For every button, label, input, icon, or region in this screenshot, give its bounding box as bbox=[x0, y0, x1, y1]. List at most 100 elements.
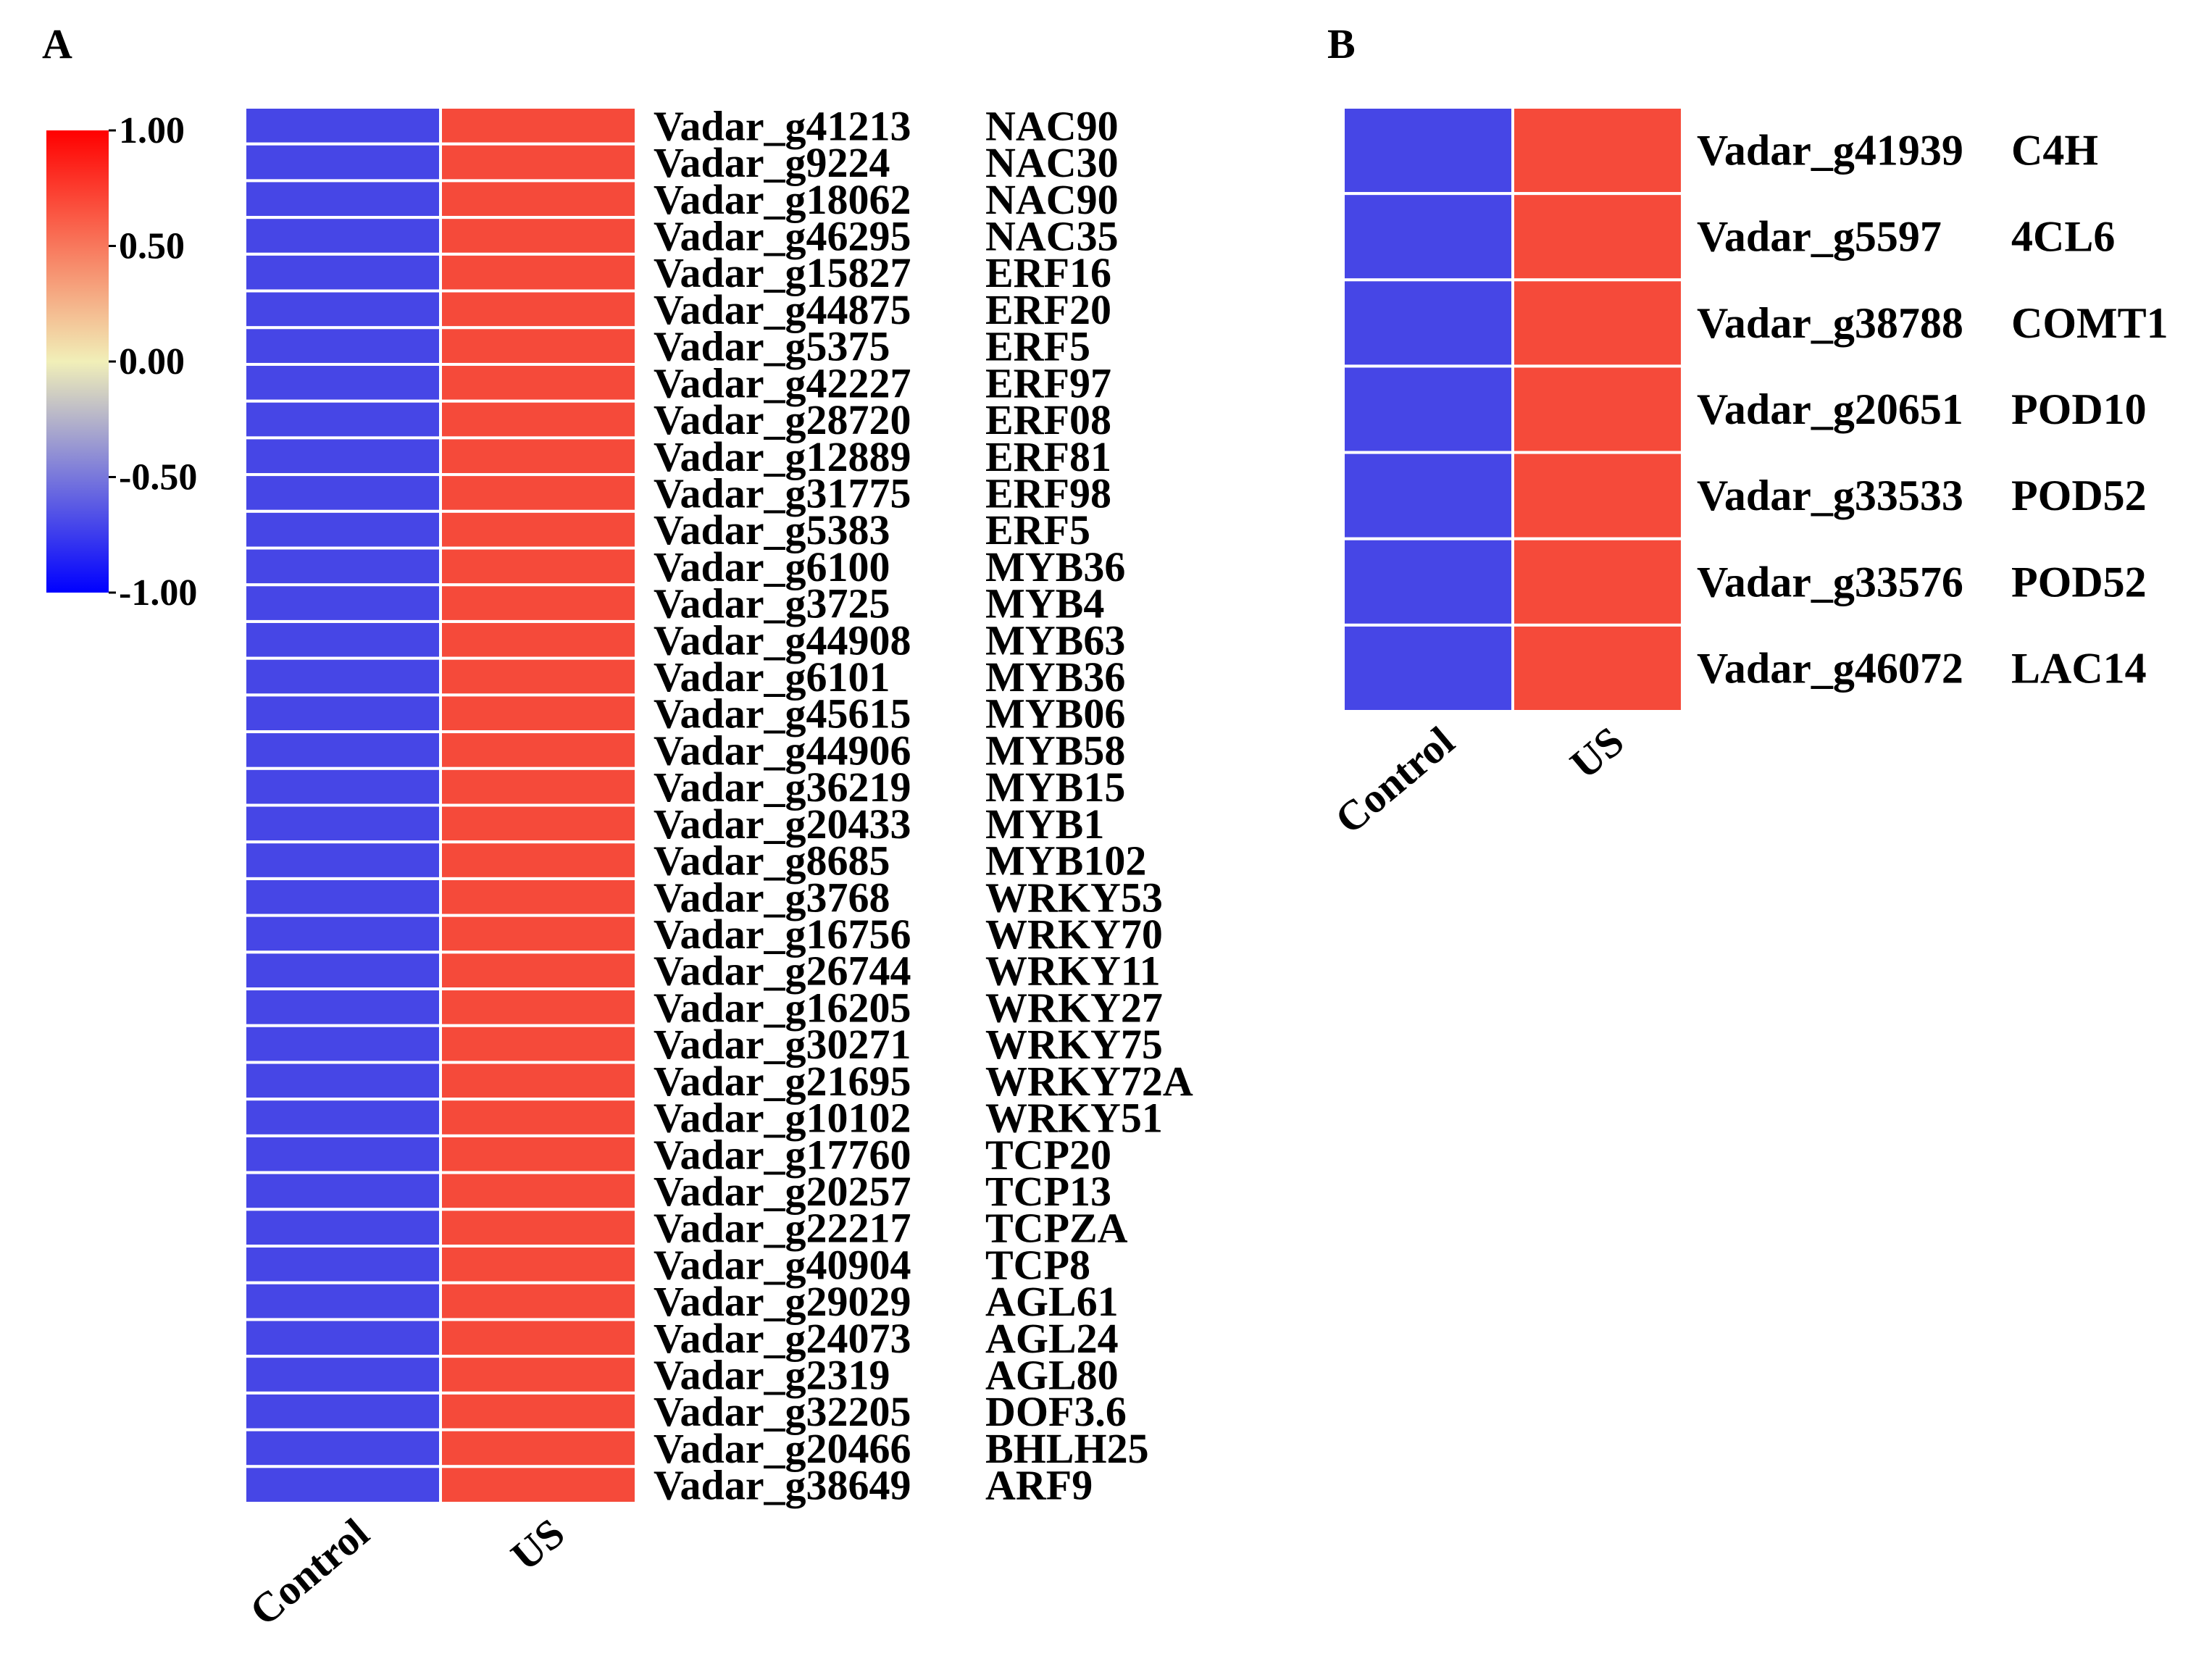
heatmap-cell bbox=[439, 326, 638, 366]
heatmap-cell bbox=[439, 1134, 638, 1174]
heatmap-cell bbox=[1511, 623, 1684, 713]
row-label-gene: ERF97 bbox=[985, 359, 1111, 406]
row-label-id: Vadar_g9224 bbox=[654, 139, 890, 186]
row-label-gene: ERF5 bbox=[985, 323, 1090, 370]
heatmap-cell bbox=[243, 1391, 442, 1432]
row-label-id: Vadar_g28720 bbox=[654, 396, 911, 443]
heatmap-cell bbox=[243, 1171, 442, 1211]
row-label-gene: POD52 bbox=[2011, 558, 2147, 606]
row-label-id: Vadar_g31775 bbox=[654, 469, 911, 517]
heatmap-cell bbox=[439, 619, 638, 660]
row-label-gene: MYB102 bbox=[985, 837, 1146, 885]
row-label-id: Vadar_g24073 bbox=[654, 1315, 911, 1362]
row-label-gene: NAC30 bbox=[985, 139, 1119, 186]
colorbar-tick-label: 0.00 bbox=[119, 341, 185, 383]
panel-label-b: B bbox=[1327, 20, 1356, 67]
heatmap-a: Vadar_g41213 NAC90 Vadar_g9224 NAC30 Vadar_g… bbox=[241, 102, 1193, 1634]
row-label-gene: ERF20 bbox=[985, 286, 1111, 333]
heatmap-cell bbox=[1342, 451, 1514, 540]
heatmap-cell bbox=[243, 362, 442, 403]
row-label-id: Vadar_g17760 bbox=[654, 1131, 911, 1178]
row-label-gene: MYB36 bbox=[985, 653, 1125, 701]
heatmap-cell bbox=[439, 1208, 638, 1248]
heatmap-cell bbox=[1342, 623, 1514, 713]
heatmap-cell bbox=[439, 1061, 638, 1101]
row-label-id: Vadar_g42227 bbox=[654, 359, 911, 406]
heatmap-cell bbox=[439, 546, 638, 587]
row-label-id: Vadar_g44908 bbox=[654, 617, 911, 664]
heatmap-cell bbox=[243, 1281, 442, 1321]
heatmap-cell bbox=[439, 914, 638, 954]
row-label-gene: WRKY70 bbox=[985, 911, 1163, 958]
heatmap-cell bbox=[243, 1465, 442, 1505]
heatmap-cell bbox=[243, 1061, 442, 1101]
heatmap-a-cells bbox=[243, 106, 638, 1505]
heatmap-cell bbox=[1511, 537, 1684, 627]
heatmap-cell bbox=[243, 693, 442, 734]
heatmap-cell bbox=[439, 1391, 638, 1432]
column-label: US bbox=[1561, 717, 1633, 787]
heatmap-cell bbox=[439, 656, 638, 697]
row-label-gene: MYB1 bbox=[985, 801, 1104, 848]
row-label-gene: BHLH25 bbox=[985, 1425, 1149, 1472]
heatmap-cell bbox=[439, 950, 638, 991]
row-label-gene: LAC14 bbox=[2011, 644, 2147, 692]
heatmap-cell bbox=[439, 216, 638, 256]
heatmap-cell bbox=[439, 289, 638, 330]
row-label-gene: NAC35 bbox=[985, 212, 1119, 259]
colorbar: 1.00 0.50 0.00 -0.50 -1.00 bbox=[46, 110, 197, 614]
row-label-gene: POD10 bbox=[2011, 385, 2147, 433]
colorbar-tick-label: -1.00 bbox=[119, 572, 197, 614]
row-label-gene: MYB4 bbox=[985, 580, 1104, 627]
heatmap-cell bbox=[243, 840, 442, 880]
row-label-gene: WRKY53 bbox=[985, 874, 1163, 921]
row-label-gene: NAC90 bbox=[985, 102, 1119, 149]
heatmap-cell bbox=[439, 987, 638, 1027]
colorbar-ticks: 1.00 0.50 0.00 -0.50 -1.00 bbox=[109, 110, 197, 614]
heatmap-cell bbox=[1342, 537, 1514, 627]
row-label-gene: WRKY75 bbox=[985, 1021, 1163, 1068]
heatmap-cell bbox=[243, 142, 442, 183]
heatmap-cell bbox=[439, 1355, 638, 1395]
heatmap-cell bbox=[243, 473, 442, 513]
heatmap-cell bbox=[243, 399, 442, 440]
heatmap-cell bbox=[439, 840, 638, 880]
column-label: US bbox=[502, 1509, 574, 1579]
heatmap-cell bbox=[243, 914, 442, 954]
row-label-gene: ARF9 bbox=[985, 1462, 1093, 1509]
row-label-gene: 4CL6 bbox=[2011, 213, 2115, 261]
row-label-id: Vadar_g3768 bbox=[654, 874, 890, 921]
row-label-gene: TCPZA bbox=[985, 1205, 1128, 1252]
heatmap-b-cells bbox=[1342, 106, 1684, 713]
row-label-gene: AGL24 bbox=[985, 1315, 1119, 1362]
row-label-id: Vadar_g29029 bbox=[654, 1278, 911, 1325]
row-label-id: Vadar_g20466 bbox=[654, 1425, 911, 1472]
row-label-gene: MYB36 bbox=[985, 543, 1125, 590]
row-label-id: Vadar_g16756 bbox=[654, 911, 911, 958]
heatmap-cell bbox=[439, 1281, 638, 1321]
heatmap-cell bbox=[243, 106, 442, 146]
row-label-id: Vadar_g12889 bbox=[654, 433, 911, 480]
heatmap-cell bbox=[243, 730, 442, 770]
row-label-id: Vadar_g44906 bbox=[654, 727, 911, 774]
heatmap-cell bbox=[439, 399, 638, 440]
row-label-id: Vadar_g18062 bbox=[654, 176, 911, 223]
heatmap-cell bbox=[243, 583, 442, 623]
row-label-id: Vadar_g41939 bbox=[1697, 127, 1963, 175]
heatmap-cell bbox=[243, 803, 442, 844]
colorbar-tick-label: -0.50 bbox=[119, 457, 197, 498]
row-label-gene: ERF81 bbox=[985, 433, 1111, 480]
row-label-id: Vadar_g41213 bbox=[654, 102, 911, 149]
row-label-gene: MYB58 bbox=[985, 727, 1125, 774]
row-label-id: Vadar_g40904 bbox=[654, 1241, 911, 1288]
row-label-id: Vadar_g44875 bbox=[654, 286, 911, 333]
heatmap-cell bbox=[243, 877, 442, 917]
heatmap-cell bbox=[243, 179, 442, 220]
heatmap-cell bbox=[243, 619, 442, 660]
heatmap-b-column-labels: Control US bbox=[1326, 717, 1632, 843]
heatmap-cell bbox=[439, 1098, 638, 1137]
heatmap-cell bbox=[439, 766, 638, 807]
heatmap-cell bbox=[439, 1428, 638, 1468]
row-label-gene: MYB63 bbox=[985, 617, 1125, 664]
